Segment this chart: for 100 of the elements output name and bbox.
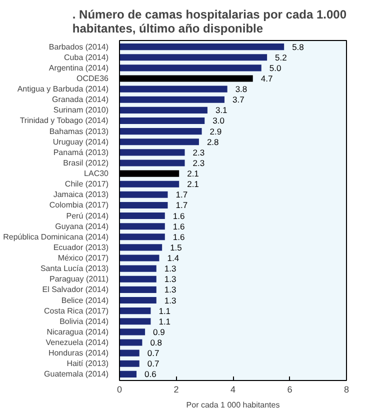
bar: [120, 350, 140, 356]
data-label: 1.3: [164, 295, 176, 306]
y-tick-label: Bolivia (2014): [60, 316, 109, 326]
bar: [120, 191, 168, 198]
y-tick-label: México (2017): [58, 254, 109, 263]
y-tick-label: Chile (2017): [64, 180, 109, 189]
data-label: 1.7: [176, 200, 188, 210]
x-tick-label: 8: [344, 384, 350, 394]
y-tick-label: OCDE36: [76, 74, 110, 84]
y-tick-label: Guyana (2014): [55, 222, 109, 231]
bar: [120, 96, 224, 103]
y-tick-label: Granada (2014): [52, 95, 109, 104]
y-tick-label: Belice (2014): [61, 296, 109, 305]
y-tick-label: Brasil (2012): [63, 158, 109, 168]
y-tick-label: Costa Rica (2017): [44, 306, 109, 316]
y-tick-label: Haití (2013): [66, 359, 109, 368]
y-tick-label: Paraguay (2011): [50, 274, 109, 284]
bar: [120, 370, 137, 378]
data-label: 2.1: [187, 168, 200, 179]
data-label: 2.3: [192, 147, 205, 158]
data-label: 4.7: [260, 74, 273, 84]
data-label: 0.7: [147, 358, 160, 369]
y-tick-label: Jamaica (2013): [53, 190, 109, 200]
data-label: 3.7: [232, 94, 245, 105]
bar: [120, 254, 160, 262]
data-label: 2.1: [187, 179, 200, 190]
bar: [120, 223, 165, 230]
y-tick-label: Perú (2014): [66, 211, 109, 220]
y-tick-label: Argentina (2014): [48, 63, 109, 72]
y-tick-label: Surinam (2010): [53, 106, 109, 115]
data-label: 0.7: [147, 348, 160, 358]
y-tick-label: Nicaragua (2014): [46, 327, 109, 336]
y-tick-label: El Salvador (2014): [42, 285, 109, 294]
data-label: 1.1: [158, 316, 171, 326]
data-label: 2.8: [206, 136, 220, 147]
bar: [120, 117, 205, 124]
data-label: 3.0: [212, 116, 225, 126]
bar: [120, 308, 151, 314]
bar: [120, 64, 262, 72]
y-tick-label: Santa Lucía (2013): [40, 264, 109, 274]
bar: [120, 149, 185, 156]
data-label: 1.3: [164, 284, 176, 295]
y-tick-label: Barbados (2014): [48, 42, 109, 52]
bar: [120, 286, 156, 293]
data-label: 0.6: [144, 369, 157, 380]
data-label: 1.4: [167, 253, 180, 264]
bar: [120, 328, 146, 336]
bar: [120, 234, 165, 240]
y-tick-label: Antigua y Barbuda (2014): [17, 84, 109, 94]
x-tick-label: 2: [174, 384, 179, 394]
data-label: 1.6: [172, 221, 185, 232]
bar: [120, 212, 165, 220]
bar: [120, 296, 156, 304]
y-tick-label: Ecuador (2013): [53, 242, 109, 252]
data-label: 3.8: [235, 84, 248, 94]
bar: [120, 180, 180, 188]
bar: [120, 265, 156, 272]
x-tick-label: 4: [230, 384, 236, 394]
x-tick-label: 0: [116, 384, 122, 394]
chart-title: . Número de camas hospitalarias por cada 1.000 habitantes, último año disponible: [72, 8, 347, 36]
data-label: 1.5: [170, 242, 182, 252]
data-label: 5.8: [292, 42, 304, 52]
y-tick-label: Panamá (2013): [53, 148, 109, 157]
bar: [120, 86, 228, 92]
data-label: 5.0: [269, 62, 282, 73]
data-label: 0.8: [150, 337, 162, 348]
y-tick-label: Guatemala (2014): [44, 370, 109, 379]
x-axis-title: Por cada 1 000 habitantes: [186, 400, 280, 410]
data-label: 2.9: [210, 126, 222, 136]
data-label: 0.9: [153, 326, 166, 337]
bar: [120, 138, 199, 146]
y-tick-label: República Dominicana (2014): [3, 232, 109, 242]
bar: [120, 54, 268, 61]
data-label: 5.2: [275, 52, 288, 62]
bar: [120, 160, 185, 166]
y-tick-label: Colombia (2017): [49, 200, 109, 210]
y-tick-label: Uruguay (2014): [52, 137, 109, 146]
data-label: 2.3: [192, 158, 205, 168]
data-label: 1.6: [172, 210, 185, 221]
x-tick-label: 6: [287, 384, 292, 394]
bar: [120, 128, 202, 135]
bar: [120, 339, 142, 346]
bar: [120, 202, 168, 208]
data-label: 3.1: [215, 105, 228, 116]
data-label: 1.3: [164, 264, 176, 274]
y-tick-label: LAC30: [84, 169, 110, 178]
bar: [120, 360, 140, 367]
data-label: 1.1: [158, 306, 171, 316]
data-label: 1.6: [172, 232, 185, 242]
y-tick-label: Honduras (2014): [48, 348, 109, 358]
y-tick-label: Cuba (2014): [64, 52, 109, 62]
data-label: 1.7: [176, 190, 188, 200]
data-label: 1.3: [164, 274, 176, 284]
bar: [120, 106, 208, 114]
bar: [120, 276, 156, 282]
bar: [120, 318, 151, 325]
bar: [120, 44, 284, 50]
y-tick-label: Trinidad y Tobago (2014): [20, 116, 109, 126]
y-tick-label: Bahamas (2013): [49, 126, 109, 136]
bar: [120, 244, 162, 251]
